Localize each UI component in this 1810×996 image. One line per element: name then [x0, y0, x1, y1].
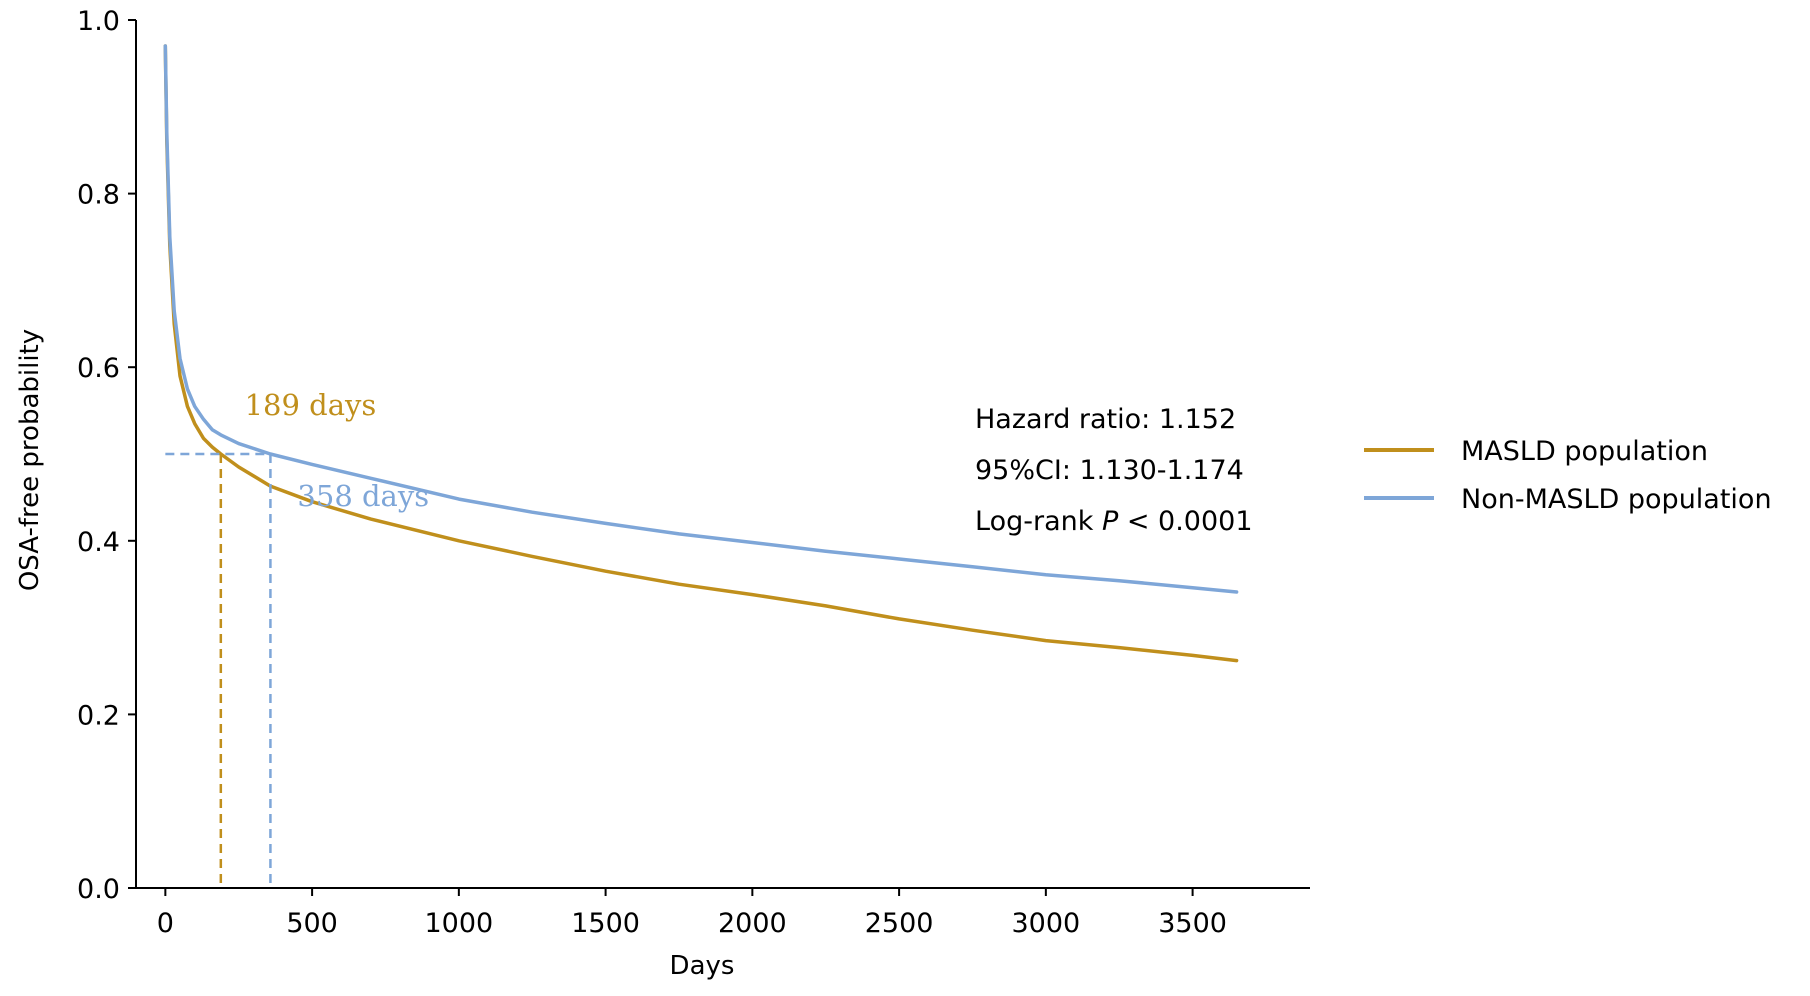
legend: MASLD population Non-MASLD population: [1364, 436, 1772, 515]
x-tick-label: 1000: [424, 908, 493, 939]
series-non-masld-line: [163, 44, 1239, 594]
x-tick-label: 2000: [718, 908, 787, 939]
x-tick-label: 1500: [571, 908, 640, 939]
y-tick-label: 0.6: [77, 353, 120, 384]
x-tick-label: 3000: [1011, 908, 1080, 939]
x-axis: 0 500 1000 1500 2000 2500 3000 3500: [136, 887, 1310, 939]
hazard-ratio-text: Hazard ratio: 1.152: [975, 404, 1236, 435]
x-tick-label: 0: [157, 908, 174, 939]
x-tick-label: 3500: [1158, 908, 1227, 939]
x-axis-title: Days: [670, 951, 735, 981]
y-axis-title: OSA-free probability: [15, 329, 45, 591]
logrank-prefix: Log-rank: [975, 506, 1102, 537]
logrank-text: Log-rank P < 0.0001: [975, 506, 1253, 537]
y-tick-label: 0.8: [77, 180, 120, 211]
x-tick-label: 2500: [865, 908, 934, 939]
median-label-masld: 189 days: [245, 388, 377, 422]
series-masld-line: [163, 44, 1239, 663]
logrank-p: P: [1102, 506, 1119, 537]
ci-text: 95%CI: 1.130-1.174: [975, 455, 1244, 486]
y-tick-label: 0.2: [77, 700, 120, 731]
legend-label-non-masld: Non-MASLD population: [1461, 484, 1772, 515]
annotation-layer: 189 days 358 days: [165, 388, 429, 888]
y-tick-label: 1.0: [77, 6, 120, 37]
y-tick-label: 0.0: [77, 874, 120, 905]
y-tick-label: 0.4: [77, 527, 120, 558]
median-label-non-masld: 358 days: [297, 479, 429, 513]
legend-label-masld: MASLD population: [1461, 436, 1708, 467]
logrank-suffix: < 0.0001: [1118, 506, 1252, 537]
series-layer: [163, 44, 1239, 663]
y-axis: 0.0 0.2 0.4 0.6 0.8 1.0: [77, 6, 137, 905]
x-tick-label: 500: [286, 908, 338, 939]
